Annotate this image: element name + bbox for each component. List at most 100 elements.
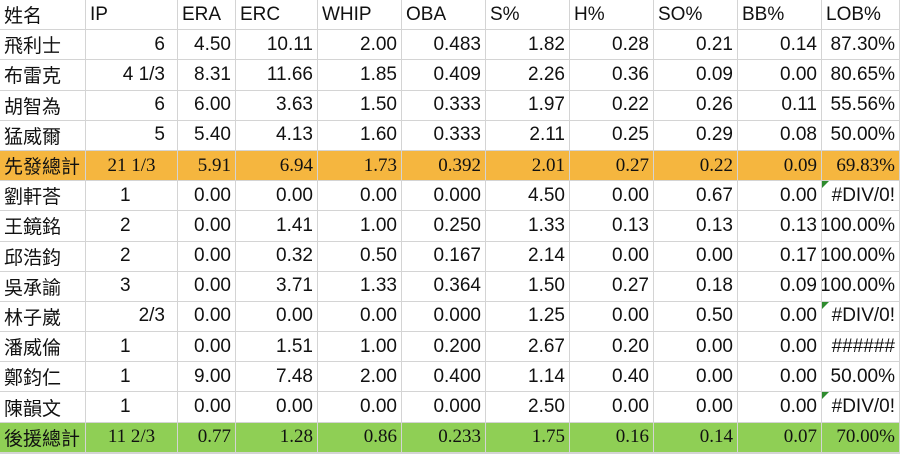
cell-whip[interactable]: 1.50 xyxy=(318,90,402,121)
cell-s-pct[interactable]: 2.01 xyxy=(486,150,570,182)
cell-name[interactable]: 後援總計 xyxy=(0,422,86,453)
cell-s-pct[interactable]: 2.14 xyxy=(486,241,570,272)
cell-erc[interactable]: 10.11 xyxy=(236,30,318,61)
cell-ip[interactable]: 2 xyxy=(86,241,178,272)
cell-s-pct[interactable]: 1.25 xyxy=(486,301,570,333)
cell-name[interactable]: 林子崴 xyxy=(0,301,86,333)
cell-s-pct[interactable]: 1.14 xyxy=(486,362,570,393)
cell-s-pct[interactable]: 1.33 xyxy=(486,211,570,242)
cell-so-pct[interactable]: 0.67 xyxy=(654,181,738,212)
cell-s-pct[interactable]: 1.97 xyxy=(486,90,570,121)
cell-lob-pct[interactable]: 70.00% xyxy=(822,422,900,453)
cell-ip[interactable]: 1 xyxy=(86,362,178,393)
column-header-erc[interactable]: ERC xyxy=(236,0,318,31)
cell-h-pct[interactable]: 0.25 xyxy=(570,120,654,151)
cell-name[interactable]: 潘威倫 xyxy=(0,332,86,363)
cell-h-pct[interactable]: 0.00 xyxy=(570,301,654,333)
column-header-so-pct[interactable]: SO% xyxy=(654,0,738,31)
cell-s-pct[interactable]: 2.67 xyxy=(486,332,570,363)
cell-era[interactable]: 5.91 xyxy=(178,150,236,182)
cell-bb-pct[interactable]: 0.00 xyxy=(738,362,822,393)
cell-bb-pct[interactable]: 0.00 xyxy=(738,181,822,212)
cell-bb-pct[interactable]: 0.00 xyxy=(738,60,822,91)
column-header-lob-pct[interactable]: LOB% xyxy=(822,0,900,31)
cell-name[interactable]: 飛利士 xyxy=(0,30,86,61)
cell-oba[interactable]: 0.333 xyxy=(402,120,486,151)
cell-s-pct[interactable]: 2.50 xyxy=(486,392,570,423)
cell-whip[interactable]: 0.50 xyxy=(318,241,402,272)
cell-name[interactable]: 布雷克 xyxy=(0,60,86,91)
cell-h-pct[interactable]: 0.00 xyxy=(570,392,654,423)
cell-name[interactable]: 鄭鈞仁 xyxy=(0,362,86,393)
cell-erc[interactable]: 7.48 xyxy=(236,362,318,393)
cell-ip[interactable]: 6 xyxy=(86,90,178,121)
column-header-bb-pct[interactable]: BB% xyxy=(738,0,822,31)
cell-bb-pct[interactable]: 0.07 xyxy=(738,422,822,453)
cell-name[interactable]: 劉軒荅 xyxy=(0,181,86,212)
cell-h-pct[interactable]: 0.20 xyxy=(570,332,654,363)
cell-era[interactable]: 6.00 xyxy=(178,90,236,121)
cell-whip[interactable]: 0.00 xyxy=(318,181,402,212)
cell-era[interactable]: 0.00 xyxy=(178,181,236,212)
cell-ip[interactable]: 21 1/3 xyxy=(86,150,178,182)
cell-oba[interactable]: 0.000 xyxy=(402,181,486,212)
cell-so-pct[interactable]: 0.00 xyxy=(654,332,738,363)
cell-lob-pct[interactable]: 69.83% xyxy=(822,150,900,182)
cell-so-pct[interactable]: 0.00 xyxy=(654,241,738,272)
cell-so-pct[interactable]: 0.18 xyxy=(654,271,738,302)
cell-oba[interactable]: 0.000 xyxy=(402,392,486,423)
cell-s-pct[interactable]: 1.82 xyxy=(486,30,570,61)
cell-whip[interactable]: 1.60 xyxy=(318,120,402,151)
cell-era[interactable]: 8.31 xyxy=(178,60,236,91)
cell-erc[interactable]: 3.71 xyxy=(236,271,318,302)
cell-era[interactable]: 0.00 xyxy=(178,271,236,302)
cell-whip[interactable]: 1.00 xyxy=(318,332,402,363)
cell-era[interactable]: 0.00 xyxy=(178,301,236,333)
cell-lob-pct[interactable]: 80.65% xyxy=(822,60,900,91)
cell-bb-pct[interactable]: 0.08 xyxy=(738,120,822,151)
cell-h-pct[interactable]: 0.16 xyxy=(570,422,654,453)
cell-name[interactable]: 邱浩鈞 xyxy=(0,241,86,272)
cell-ip[interactable]: 11 2/3 xyxy=(86,422,178,453)
cell-bb-pct[interactable]: 0.09 xyxy=(738,271,822,302)
cell-erc[interactable]: 0.00 xyxy=(236,181,318,212)
cell-lob-pct[interactable]: 100.00% xyxy=(822,271,900,302)
cell-whip[interactable]: 0.86 xyxy=(318,422,402,453)
cell-so-pct[interactable]: 0.00 xyxy=(654,392,738,423)
cell-so-pct[interactable]: 0.21 xyxy=(654,30,738,61)
cell-h-pct[interactable]: 0.22 xyxy=(570,90,654,121)
cell-h-pct[interactable]: 0.00 xyxy=(570,241,654,272)
column-header-whip[interactable]: WHIP xyxy=(318,0,402,31)
column-header-h-pct[interactable]: H% xyxy=(570,0,654,31)
cell-whip[interactable]: 0.00 xyxy=(318,392,402,423)
cell-s-pct[interactable]: 4.50 xyxy=(486,181,570,212)
cell-bb-pct[interactable]: 0.00 xyxy=(738,301,822,333)
cell-ip[interactable]: 6 xyxy=(86,30,178,61)
cell-whip[interactable]: 1.85 xyxy=(318,60,402,91)
cell-bb-pct[interactable]: 0.14 xyxy=(738,30,822,61)
cell-so-pct[interactable]: 0.09 xyxy=(654,60,738,91)
cell-lob-pct[interactable]: 55.56% xyxy=(822,90,900,121)
cell-h-pct[interactable]: 0.00 xyxy=(570,181,654,212)
cell-ip[interactable]: 1 xyxy=(86,332,178,363)
cell-oba[interactable]: 0.409 xyxy=(402,60,486,91)
cell-ip[interactable]: 1 xyxy=(86,181,178,212)
cell-era[interactable]: 0.00 xyxy=(178,392,236,423)
cell-ip[interactable]: 1 xyxy=(86,392,178,423)
cell-oba[interactable]: 0.392 xyxy=(402,150,486,182)
cell-erc[interactable]: 1.41 xyxy=(236,211,318,242)
cell-ip[interactable]: 5 xyxy=(86,120,178,151)
cell-ip[interactable]: 2/3 xyxy=(86,301,178,333)
cell-name[interactable]: 王鏡銘 xyxy=(0,211,86,242)
cell-ip[interactable]: 3 xyxy=(86,271,178,302)
cell-erc[interactable]: 0.00 xyxy=(236,301,318,333)
cell-bb-pct[interactable]: 0.00 xyxy=(738,332,822,363)
cell-so-pct[interactable]: 0.13 xyxy=(654,211,738,242)
cell-s-pct[interactable]: 2.11 xyxy=(486,120,570,151)
cell-lob-pct[interactable]: #DIV/0! xyxy=(822,181,900,212)
cell-so-pct[interactable]: 0.22 xyxy=(654,150,738,182)
cell-lob-pct[interactable]: 100.00% xyxy=(822,241,900,272)
cell-oba[interactable]: 0.250 xyxy=(402,211,486,242)
cell-whip[interactable]: 2.00 xyxy=(318,362,402,393)
cell-era[interactable]: 5.40 xyxy=(178,120,236,151)
